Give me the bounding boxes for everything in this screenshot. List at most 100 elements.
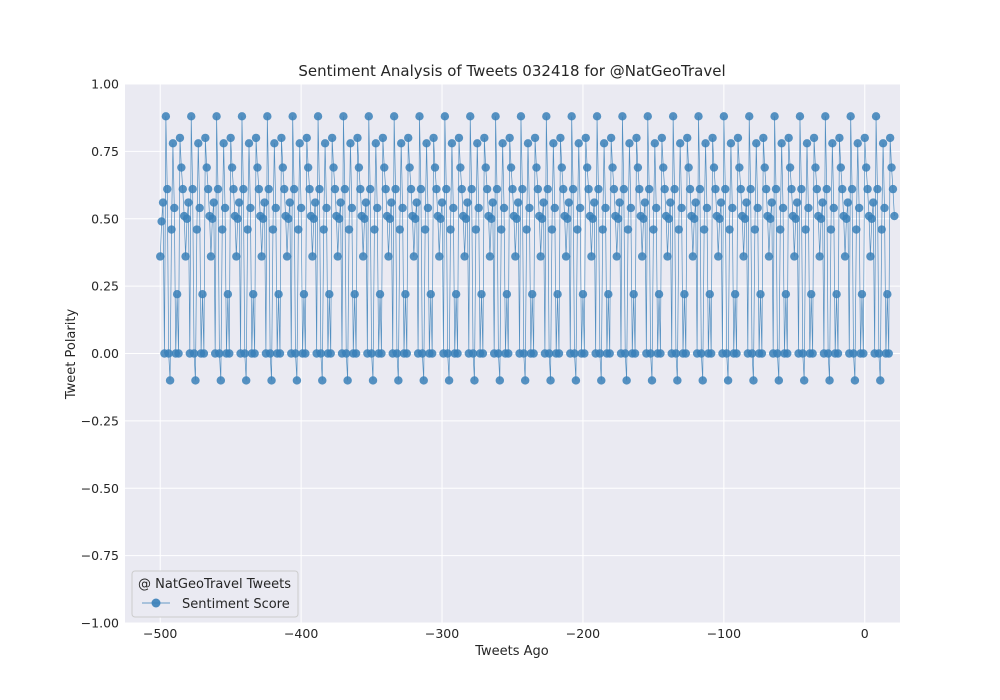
data-point xyxy=(783,349,792,358)
data-point xyxy=(164,349,173,358)
data-point xyxy=(499,203,509,213)
data-point xyxy=(646,349,655,358)
data-point xyxy=(268,225,278,234)
data-point xyxy=(391,184,400,194)
data-point xyxy=(430,163,440,172)
data-point xyxy=(550,203,559,213)
data-point xyxy=(715,214,724,223)
data-point xyxy=(167,225,176,234)
data-point xyxy=(670,184,679,194)
data-point xyxy=(795,112,805,121)
data-point xyxy=(681,349,691,358)
data-point xyxy=(322,203,331,213)
data-point xyxy=(320,139,330,148)
data-point xyxy=(350,290,359,299)
data-point xyxy=(736,184,745,194)
legend-title: @ NatGeoTravel Tweets xyxy=(138,577,291,592)
data-point xyxy=(685,184,695,194)
data-point xyxy=(398,203,407,213)
data-point xyxy=(270,139,279,148)
data-point xyxy=(426,290,435,299)
data-point xyxy=(723,376,733,385)
data-point xyxy=(615,198,624,207)
data-point xyxy=(584,184,593,194)
data-point xyxy=(847,184,857,194)
data-point xyxy=(291,349,300,358)
data-point xyxy=(474,203,483,213)
data-point xyxy=(334,214,344,223)
data-point xyxy=(716,198,726,207)
data-point xyxy=(604,290,613,299)
y-tick-label: 1.00 xyxy=(91,77,119,92)
data-point xyxy=(292,376,302,385)
data-point xyxy=(790,252,799,261)
data-point xyxy=(688,252,698,261)
data-point xyxy=(880,203,889,213)
data-point xyxy=(804,203,813,213)
data-point xyxy=(460,252,469,261)
data-point xyxy=(757,349,767,358)
data-point xyxy=(840,252,850,261)
data-point xyxy=(719,112,729,121)
data-point xyxy=(491,112,500,121)
data-point xyxy=(699,225,709,234)
data-point xyxy=(385,214,395,223)
data-point xyxy=(690,214,699,223)
data-point xyxy=(512,214,521,223)
data-point xyxy=(229,184,238,194)
data-point xyxy=(632,133,641,143)
data-point xyxy=(594,184,603,194)
data-point xyxy=(785,163,795,172)
data-point xyxy=(233,214,242,223)
data-point xyxy=(275,349,285,358)
y-tick-label: −0.50 xyxy=(81,481,119,496)
data-point xyxy=(705,290,714,299)
data-point xyxy=(722,349,731,358)
data-point xyxy=(246,203,255,213)
data-point xyxy=(446,225,455,234)
data-point xyxy=(418,349,427,358)
data-point xyxy=(536,252,545,261)
data-point xyxy=(375,290,385,299)
data-point xyxy=(612,252,621,261)
data-point xyxy=(480,133,489,143)
data-point xyxy=(797,184,806,194)
data-point xyxy=(313,112,323,121)
data-point xyxy=(637,252,647,261)
data-point xyxy=(706,349,716,358)
data-point xyxy=(497,225,506,234)
data-point xyxy=(635,184,644,194)
data-point xyxy=(520,376,530,385)
data-point xyxy=(387,198,396,207)
data-point xyxy=(556,133,565,143)
data-point xyxy=(659,163,668,172)
data-point xyxy=(554,349,564,358)
series-line xyxy=(159,116,895,381)
legend-entry-sentiment-score: Sentiment Score xyxy=(182,597,290,612)
data-point xyxy=(711,184,720,194)
x-tick-label: 0 xyxy=(861,626,869,641)
data-point xyxy=(784,133,793,143)
data-point xyxy=(654,290,664,299)
data-point xyxy=(199,349,209,358)
data-point xyxy=(544,349,554,358)
data-point xyxy=(709,163,719,172)
data-point xyxy=(822,184,831,194)
data-point xyxy=(595,349,605,358)
data-point xyxy=(885,133,895,143)
data-point xyxy=(368,376,378,385)
data-point xyxy=(213,184,223,194)
data-point xyxy=(257,252,266,261)
data-point xyxy=(549,139,558,148)
data-point xyxy=(887,163,896,172)
data-point xyxy=(581,133,590,143)
data-point xyxy=(816,214,826,223)
data-point xyxy=(432,184,441,194)
data-point xyxy=(488,198,497,207)
y-axis-ticks: −1.00 −0.75 −0.50 −0.25 0.00 0.25 0.50 0.75 1.00 xyxy=(81,77,119,631)
data-point xyxy=(849,349,858,358)
data-point xyxy=(423,203,433,213)
data-point xyxy=(825,376,834,385)
data-point xyxy=(767,198,776,207)
data-point xyxy=(212,112,221,121)
